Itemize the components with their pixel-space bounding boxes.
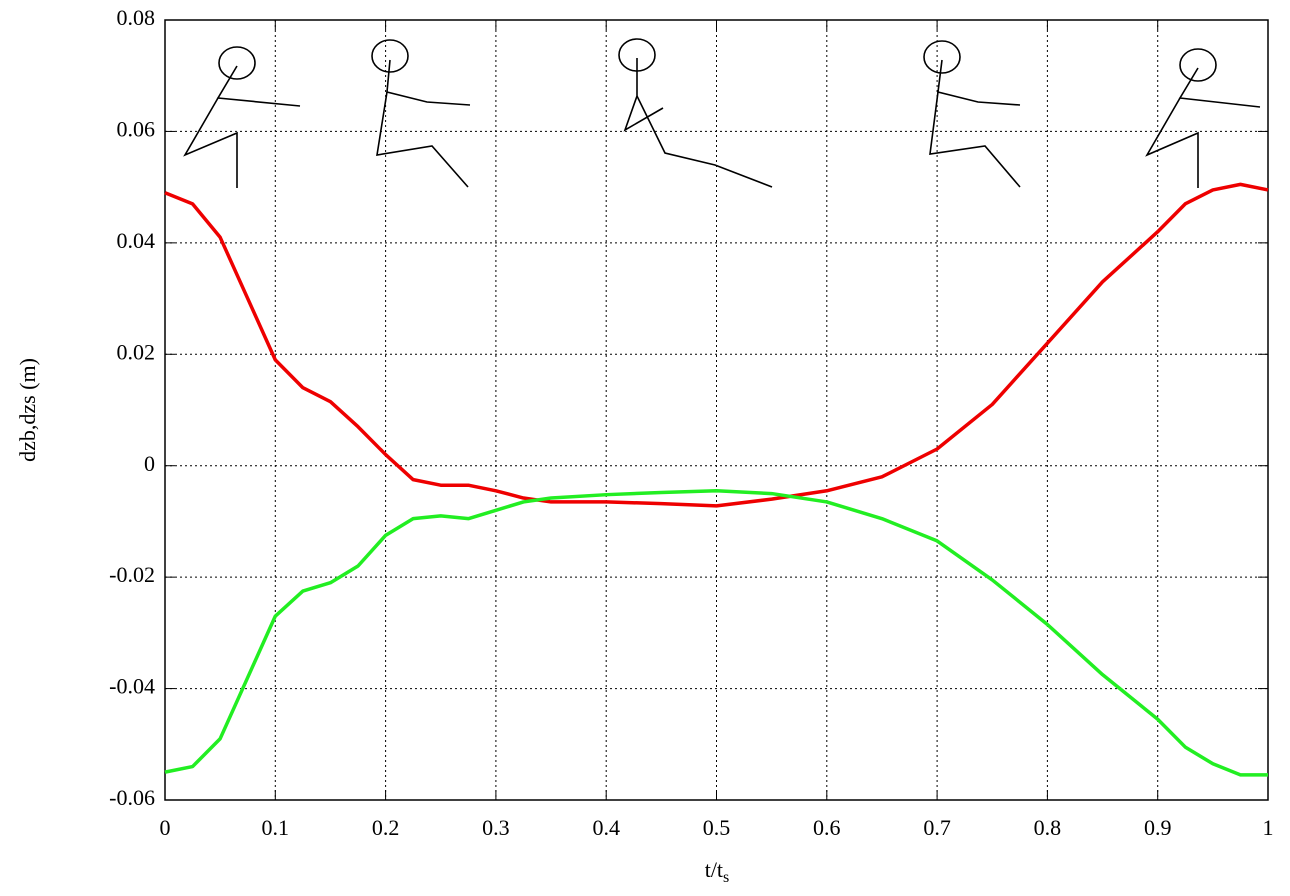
y-tick-label: -0.04: [109, 674, 155, 699]
stick-figures: [183, 38, 1261, 188]
x-axis-label-main: t/t: [705, 857, 723, 882]
x-axis-label-sub: s: [723, 869, 729, 886]
x-tick-label: 0.9: [1144, 815, 1172, 840]
x-tick-label: 0.6: [813, 815, 841, 840]
y-tick-label: 0.08: [117, 5, 156, 30]
x-tick-label: 0.8: [1034, 815, 1062, 840]
y-tick-label: 0.04: [117, 228, 156, 253]
x-tick-label: 0: [160, 815, 171, 840]
y-tick-label: 0.06: [117, 116, 156, 141]
x-tick-label: 0.2: [372, 815, 400, 840]
y-tick-label: 0.02: [117, 339, 156, 364]
x-tick-label: 0.5: [703, 815, 731, 840]
data-line: [164, 182, 1269, 508]
x-axis-label: t/ts: [705, 857, 730, 886]
x-tick-label: 0.3: [482, 815, 510, 840]
x-tick-label: 0.4: [592, 815, 620, 840]
x-tick-label: 1: [1263, 815, 1274, 840]
x-tick-label: 0.1: [262, 815, 290, 840]
y-tick-label: -0.06: [109, 785, 155, 810]
y-axis-label: dzb,dzs (m): [15, 358, 40, 462]
x-tick-label: 0.7: [923, 815, 951, 840]
plot-frame: [164, 19, 1269, 801]
y-tick-label: -0.02: [109, 562, 155, 587]
y-tick-label: 0: [144, 451, 155, 476]
data-line: [164, 489, 1268, 777]
